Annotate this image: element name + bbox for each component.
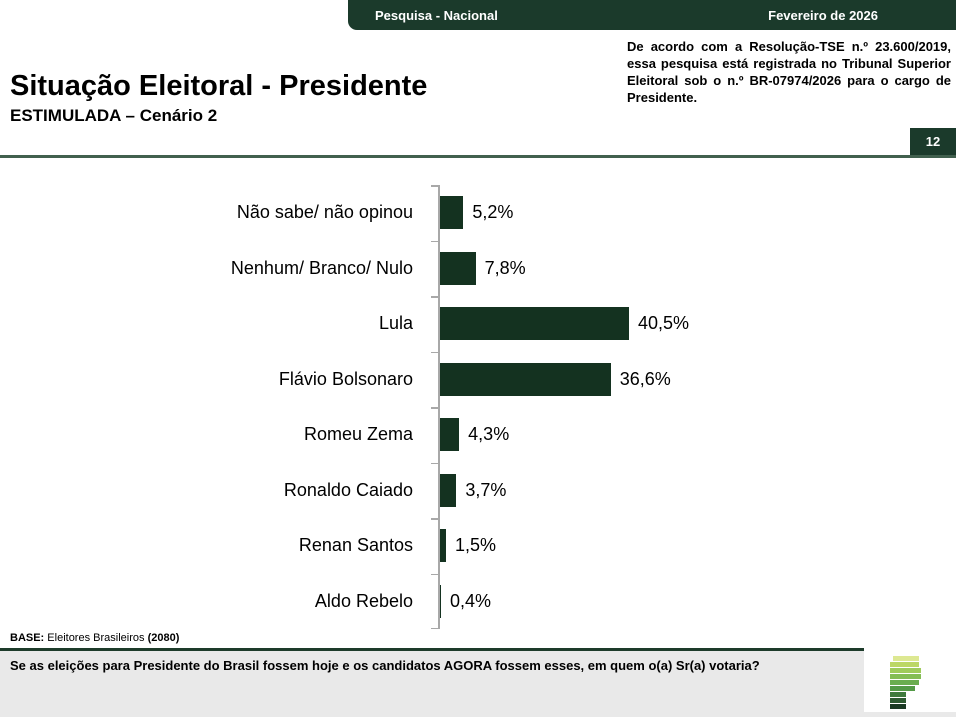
value-label: 4,3% (468, 424, 510, 445)
header-date-label: Fevereiro de 2026 (768, 7, 878, 23)
bar (439, 251, 476, 285)
registration-note: De acordo com a Resolução-TSE n.º 23.600… (627, 39, 951, 105)
bar (439, 362, 611, 396)
bar (439, 307, 629, 341)
logo-bar (890, 674, 921, 679)
axis-tick (431, 407, 439, 409)
axis-tick (431, 351, 439, 353)
page-number-badge: 12 (910, 128, 956, 155)
value-label: 36,6% (619, 368, 671, 389)
question-text: Se as eleições para Presidente do Brasil… (10, 658, 760, 673)
base-note-count: (2080) (147, 632, 180, 644)
title-divider (0, 155, 956, 158)
bar (439, 473, 457, 507)
bar (439, 196, 464, 230)
category-label: Renan Santos (298, 535, 413, 556)
axis-tick (431, 573, 439, 575)
bar (439, 418, 460, 452)
category-label: Flávio Bolsonaro (278, 368, 413, 389)
logo-bar (890, 692, 906, 697)
bar (439, 529, 447, 563)
axis-tick (431, 518, 439, 520)
logo-bar (890, 704, 906, 709)
header-bar: Pesquisa - Nacional Fevereiro de 2026 (348, 0, 956, 30)
value-label: 5,2% (472, 202, 514, 223)
institute-logo-icon (890, 656, 921, 710)
base-note: BASE: Eleitores Brasileiros (2080) (10, 632, 179, 644)
page-subtitle: ESTIMULADA – Cenário 2 (10, 106, 218, 125)
logo-box (864, 644, 956, 712)
category-label: Não sabe/ não opinou (236, 202, 413, 223)
category-label: Lula (378, 313, 413, 334)
chart-row: Ronaldo Caiado 3,7% (0, 463, 956, 519)
axis-tick (431, 296, 439, 298)
category-label: Romeu Zema (303, 424, 413, 445)
logo-bar (893, 656, 919, 661)
chart-row: Nenhum/ Branco/ Nulo 7,8% (0, 241, 956, 297)
value-label: 1,5% (455, 535, 497, 556)
base-note-text: Eleitores Brasileiros (44, 632, 148, 644)
category-label: Nenhum/ Branco/ Nulo (230, 257, 413, 278)
axis-tick (431, 185, 439, 187)
chart-row: Romeu Zema 4,3% (0, 407, 956, 463)
logo-bar (890, 686, 915, 691)
chart-row: Aldo Rebelo 0,4% (0, 574, 956, 630)
axis-tick (431, 240, 439, 242)
logo-bar (890, 698, 906, 703)
logo-bar (890, 662, 919, 667)
category-label: Aldo Rebelo (314, 590, 413, 611)
chart-row: Flávio Bolsonaro 36,6% (0, 352, 956, 408)
category-label: Ronaldo Caiado (283, 479, 413, 500)
chart-row: Lula 40,5% (0, 296, 956, 352)
bottom-divider (0, 648, 884, 651)
base-note-prefix: BASE: (10, 632, 45, 644)
value-label: 0,4% (450, 590, 492, 611)
chart-axis (431, 185, 440, 629)
axis-tick (431, 627, 439, 629)
chart-row: Não sabe/ não opinou 5,2% (0, 185, 956, 241)
logo-bar (890, 668, 921, 673)
axis-tick (431, 462, 439, 464)
logo-bar (890, 680, 919, 685)
chart-row: Renan Santos 1,5% (0, 518, 956, 574)
value-label: 3,7% (465, 479, 507, 500)
value-label: 40,5% (638, 313, 690, 334)
bar-chart: Não sabe/ não opinou 5,2% Nenhum/ Branco/ … (0, 185, 956, 629)
bar (439, 584, 441, 618)
header-survey-label: Pesquisa - Nacional (375, 7, 498, 23)
value-label: 7,8% (484, 257, 526, 278)
question-bar (0, 651, 956, 717)
page-title: Situação Eleitoral - Presidente (10, 70, 428, 102)
